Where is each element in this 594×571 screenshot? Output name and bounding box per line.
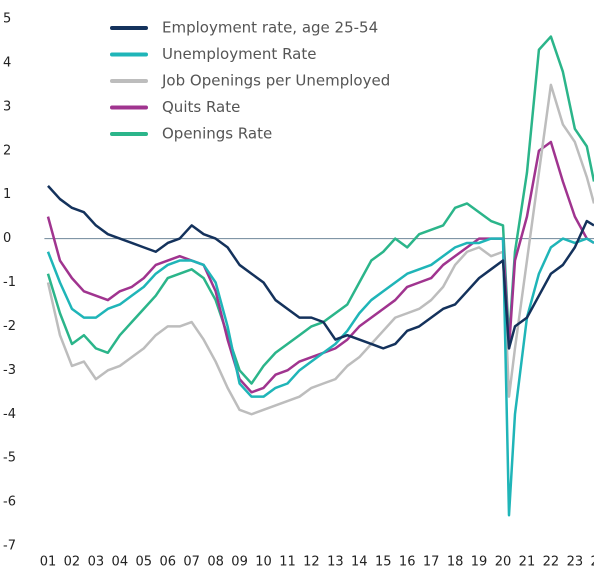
x-tick-label: 22: [543, 555, 560, 570]
x-tick-label: 23: [567, 555, 584, 570]
x-tick-label: 02: [64, 555, 81, 570]
x-tick-label: 18: [447, 555, 464, 570]
x-tick-label: 21: [519, 555, 536, 570]
x-tick-label: 09: [231, 555, 248, 570]
y-tick-label: 4: [3, 55, 11, 70]
legend-label: Quits Rate: [162, 98, 240, 116]
y-tick-label: 5: [3, 12, 11, 27]
y-tick-label: 1: [3, 187, 11, 202]
legend-label: Unemployment Rate: [162, 45, 316, 63]
x-tick-label: 05: [136, 555, 153, 570]
series-line: [46, 83, 594, 416]
y-tick-label: 0: [3, 231, 11, 246]
y-tick-label: -4: [3, 407, 16, 422]
x-tick-label: 01: [40, 555, 57, 570]
x-tick-label: 13: [327, 555, 344, 570]
x-tick-label: 08: [207, 555, 224, 570]
x-tick-label: 03: [88, 555, 105, 570]
x-tick-label: 10: [255, 555, 272, 570]
y-tick-label: 2: [3, 143, 11, 158]
series-line: [46, 140, 594, 394]
x-tick-label: 16: [399, 555, 416, 570]
x-tick-label: 15: [375, 555, 392, 570]
x-tick-label: 17: [423, 555, 440, 570]
y-tick-label: 3: [3, 99, 11, 114]
y-tick-label: -5: [3, 451, 16, 466]
x-tick-label: 20: [495, 555, 512, 570]
series-line: [46, 237, 594, 517]
y-tick-label: -2: [3, 319, 16, 334]
x-tick-label: 04: [112, 555, 129, 570]
x-tick-label: 19: [471, 555, 488, 570]
x-tick-label: 11: [279, 555, 296, 570]
x-tick-label: 24: [591, 555, 594, 570]
x-tick-label: 12: [303, 555, 320, 570]
x-tick-label: 14: [351, 555, 368, 570]
legend-label: Openings Rate: [162, 125, 272, 143]
y-tick-label: -7: [3, 539, 16, 554]
y-tick-label: -6: [3, 495, 16, 510]
x-tick-label: 07: [183, 555, 200, 570]
legend-label: Job Openings per Unemployed: [161, 72, 390, 90]
x-tick-label: 06: [159, 555, 176, 570]
y-tick-label: -3: [3, 363, 16, 378]
y-tick-label: -1: [3, 275, 16, 290]
series-line: [47, 185, 594, 350]
legend-label: Employment rate, age 25-54: [162, 19, 378, 37]
